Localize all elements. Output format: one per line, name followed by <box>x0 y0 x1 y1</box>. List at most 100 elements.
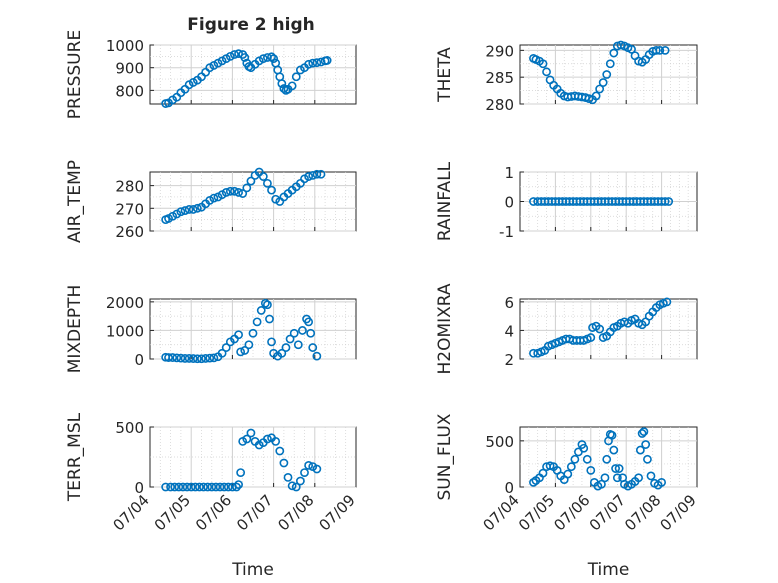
data-point <box>651 45 661 55</box>
y-tick-label: 270 <box>115 200 144 218</box>
data-point <box>263 434 272 444</box>
data-point <box>246 428 256 438</box>
data-point <box>197 354 206 364</box>
y-tick-label: 500 <box>485 433 514 451</box>
data-point <box>205 353 215 363</box>
y-tick-label: 260 <box>115 223 144 241</box>
data-point <box>312 351 322 361</box>
data-point <box>308 343 318 352</box>
y-ticks: 0 500 <box>115 419 154 497</box>
y-tick-label: 1 <box>504 164 514 182</box>
data-point <box>215 482 225 492</box>
y-tick-label: 2000 <box>106 294 144 312</box>
data-point <box>236 468 246 477</box>
data-point <box>277 79 287 88</box>
data-point <box>192 354 202 364</box>
data-point <box>263 300 272 310</box>
data-point <box>609 445 619 455</box>
y-tick-label: 285 <box>485 69 514 87</box>
data-point <box>293 340 303 350</box>
data-point <box>240 53 250 62</box>
data-point <box>563 469 573 479</box>
axes-box <box>519 44 698 105</box>
data-point <box>538 59 548 69</box>
data-point <box>597 479 606 489</box>
axes-box <box>149 44 357 105</box>
data-point <box>201 354 211 363</box>
data-point <box>602 70 612 79</box>
figure-title: Figure 2 high <box>187 15 315 35</box>
data-point <box>174 482 184 492</box>
data-point <box>586 465 596 475</box>
data-point <box>662 297 672 307</box>
data-point <box>634 473 643 483</box>
data-points <box>161 167 326 225</box>
axes-box <box>149 171 357 232</box>
y-tick-label: 280 <box>485 96 514 114</box>
data-point <box>275 446 285 456</box>
data-point <box>586 333 596 342</box>
data-point <box>180 206 190 215</box>
data-point <box>234 330 243 340</box>
data-point <box>646 471 656 481</box>
data-point <box>182 482 192 492</box>
data-point <box>225 186 235 196</box>
data-point <box>267 185 276 195</box>
data-point <box>219 482 229 492</box>
y-axis-label: PRESSURE <box>65 30 85 119</box>
data-point <box>304 59 314 69</box>
data-point <box>283 472 293 482</box>
data-point <box>267 337 276 347</box>
data-point <box>258 54 268 64</box>
grid-layer <box>150 172 356 232</box>
data-point <box>637 429 647 438</box>
data-point <box>211 482 221 492</box>
x-ticks <box>149 100 357 104</box>
data-point <box>180 354 190 363</box>
y-tick-label: 0 <box>504 479 514 497</box>
data-point <box>161 482 171 492</box>
x-ticks <box>519 355 698 359</box>
y-axis-label: AIR_TEMP <box>65 160 85 243</box>
data-point <box>246 176 256 186</box>
data-point <box>289 328 299 338</box>
data-points <box>529 297 672 358</box>
data-point <box>660 197 670 206</box>
data-point <box>579 443 589 453</box>
y-axis-label: RAINFALL <box>435 161 455 241</box>
data-point <box>256 306 266 315</box>
data-point <box>545 461 555 471</box>
x-axis-label: Time <box>587 560 630 580</box>
data-point <box>308 171 318 180</box>
data-point <box>660 45 670 55</box>
data-point <box>195 482 204 492</box>
data-point <box>612 473 622 483</box>
grid-layer <box>520 45 697 105</box>
y-tick-label: -1 <box>499 223 514 241</box>
y-axis-label: SUN_FLUX <box>435 413 455 500</box>
data-point <box>595 324 605 334</box>
data-point <box>542 67 551 77</box>
data-point <box>304 317 314 327</box>
data-point <box>263 178 272 188</box>
data-point <box>304 172 314 181</box>
data-points <box>161 428 322 492</box>
data-point <box>304 460 314 470</box>
y-ticks: -1 0 1 <box>499 164 524 241</box>
data-point <box>248 328 258 338</box>
y-tick-label: 2 <box>504 351 514 369</box>
y-tick-label: 500 <box>115 419 144 437</box>
data-point <box>295 476 305 486</box>
data-point <box>611 464 620 473</box>
data-point <box>287 481 297 491</box>
data-point <box>582 454 592 464</box>
y-tick-label: 900 <box>115 60 144 78</box>
data-point <box>570 454 580 464</box>
data-point <box>635 445 645 455</box>
data-point <box>279 84 289 93</box>
data-point <box>170 482 180 492</box>
y-axis-label: H2OMIXRA <box>435 283 455 374</box>
data-point <box>529 348 538 358</box>
data-point <box>184 354 194 363</box>
data-point <box>298 326 307 335</box>
